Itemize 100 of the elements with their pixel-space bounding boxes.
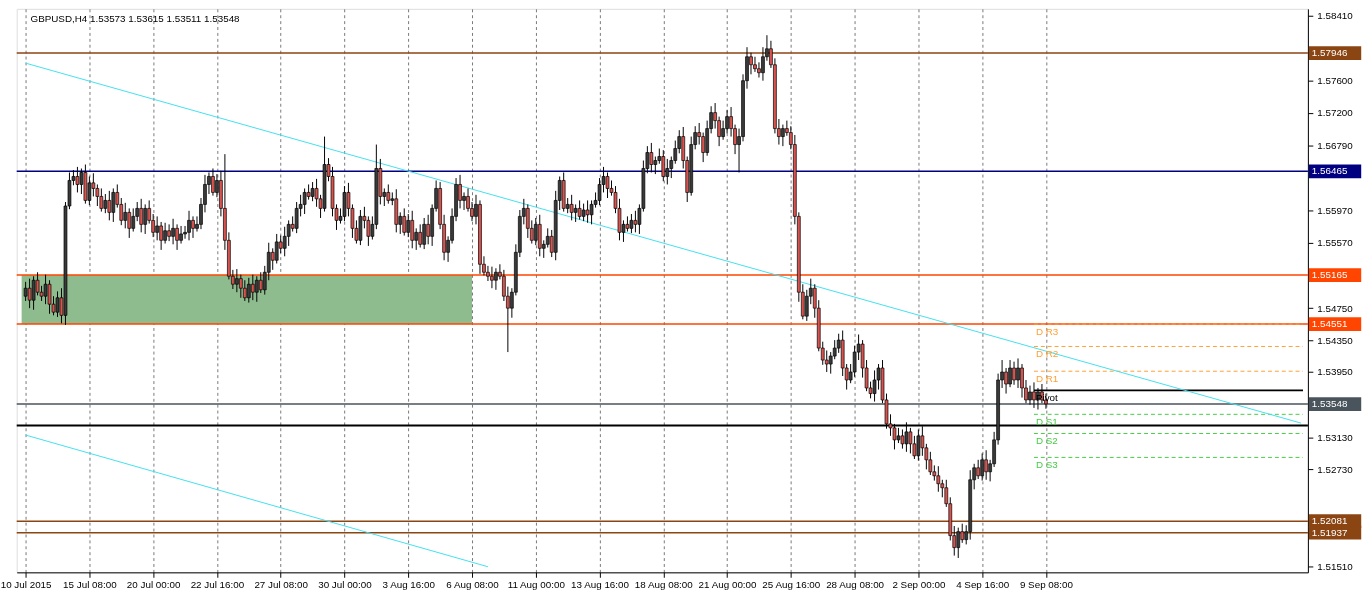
candlestick xyxy=(629,213,634,234)
y-tick-label: 1.57600 xyxy=(1317,75,1354,87)
y-tick-label: 1.55570 xyxy=(1317,237,1354,249)
candlestick xyxy=(75,166,80,193)
candlestick xyxy=(976,459,980,480)
candlestick xyxy=(781,124,785,147)
y-tick-label: 1.58410 xyxy=(1317,10,1354,22)
candlestick xyxy=(302,187,307,215)
x-tick-label: 27 Jul 08:00 xyxy=(254,578,309,590)
candlestick xyxy=(87,175,92,206)
candlestick xyxy=(258,271,263,294)
candlestick xyxy=(936,465,941,493)
y-tick-label: 1.54350 xyxy=(1317,334,1354,346)
candlestick xyxy=(410,210,415,249)
candlestick xyxy=(55,290,60,318)
y-tick-label: 1.56790 xyxy=(1317,139,1354,151)
candlestick xyxy=(175,223,179,251)
candlestick xyxy=(1028,385,1032,406)
ref-line-label: 1.51937 xyxy=(1311,526,1348,538)
candlestick xyxy=(980,452,984,482)
y-tick-label: 1.55970 xyxy=(1317,205,1354,217)
x-tick-label: 18 Aug 08:00 xyxy=(634,578,694,590)
x-tick-label: 2 Sep 00:00 xyxy=(892,578,946,590)
x-tick-label: 9 Sep 08:00 xyxy=(1019,578,1074,590)
candlestick xyxy=(163,222,167,245)
ref-line-label: D S3 xyxy=(1035,459,1059,471)
candlestick xyxy=(187,210,191,241)
y-tick-label: 1.54750 xyxy=(1317,302,1354,314)
y-tick-label: 1.52730 xyxy=(1317,463,1354,475)
x-tick-label: 21 Aug 00:00 xyxy=(698,578,758,590)
ref-line-label: D S2 xyxy=(1035,435,1058,447)
candlestick xyxy=(665,158,670,185)
candlestick xyxy=(824,349,829,373)
candlestick xyxy=(191,215,195,239)
candlestick xyxy=(274,233,279,264)
candlestick xyxy=(490,266,494,289)
ref-line-label: 1.57946 xyxy=(1311,47,1348,59)
candlestick xyxy=(342,185,347,222)
candlestick xyxy=(167,223,171,242)
candlestick xyxy=(422,217,426,250)
ref-line-label: 1.54551 xyxy=(1311,318,1348,329)
x-tick-label: 25 Aug 16:00 xyxy=(762,578,821,590)
y-tick-label: 1.57200 xyxy=(1317,107,1354,119)
candlestick xyxy=(27,278,32,309)
chart-title: GBPUSD,H4 1.53573 1.53615 1.53511 1.53548 xyxy=(30,12,241,24)
candlestick xyxy=(131,207,136,233)
candlestick xyxy=(103,193,108,214)
x-tick-label: 20 Jul 00:00 xyxy=(126,578,181,590)
candlestick xyxy=(900,428,905,450)
candlestick xyxy=(494,267,498,291)
candlestick xyxy=(250,274,255,301)
candlestick xyxy=(533,217,538,246)
candlestick xyxy=(99,187,104,213)
candlestick xyxy=(127,207,132,239)
y-tick-label: 1.51510 xyxy=(1317,561,1354,573)
candlestick xyxy=(111,187,116,223)
candlestick xyxy=(123,202,128,229)
x-tick-label: 30 Jul 00:00 xyxy=(318,578,373,590)
candlestick xyxy=(31,275,36,311)
y-tick-label: 1.53950 xyxy=(1317,366,1354,378)
ref-line-label: D R1 xyxy=(1035,373,1059,385)
ref-line-label: 1.56465 xyxy=(1311,165,1348,177)
candlestick xyxy=(916,428,921,462)
candlestick xyxy=(143,203,148,235)
candlestick xyxy=(984,449,988,481)
x-tick-label: 4 Sep 16:00 xyxy=(956,578,1010,590)
y-tick-label: 1.53130 xyxy=(1317,431,1354,443)
candlestick xyxy=(107,190,112,221)
candlestick xyxy=(211,168,215,197)
x-tick-label: 11 Aug 00:00 xyxy=(507,578,566,590)
x-tick-label: 6 Aug 08:00 xyxy=(446,578,500,590)
candlestick xyxy=(537,214,542,257)
candlestick xyxy=(171,218,175,245)
candlestick xyxy=(254,275,259,303)
candlestick xyxy=(23,281,28,302)
x-tick-label: 10 Jul 2015 xyxy=(0,578,53,590)
ref-line-label: D R3 xyxy=(1035,325,1059,337)
ref-line-label: 1.53548 xyxy=(1311,398,1348,410)
candlestick xyxy=(956,527,961,559)
x-tick-label: 22 Jul 16:00 xyxy=(190,578,245,590)
candlestick xyxy=(633,210,638,233)
candlestick xyxy=(47,279,52,315)
candlestick xyxy=(406,213,411,238)
candlestick xyxy=(139,198,144,233)
candlestick xyxy=(358,209,363,246)
x-tick-label: 13 Aug 16:00 xyxy=(571,578,630,590)
candlestick xyxy=(402,207,407,237)
x-tick-label: 15 Jul 08:00 xyxy=(63,578,118,590)
ref-line-label: 1.52081 xyxy=(1311,515,1348,527)
candlestick xyxy=(155,215,159,241)
candlestick xyxy=(286,219,291,247)
candlestick xyxy=(418,223,423,248)
x-tick-label: 3 Aug 16:00 xyxy=(382,578,436,590)
candlestick xyxy=(179,225,183,245)
ref-line-label: 1.55165 xyxy=(1311,268,1348,280)
candlestick xyxy=(246,277,251,304)
candlestick xyxy=(960,523,965,544)
candlestick xyxy=(661,149,666,182)
x-tick-label: 28 Aug 08:00 xyxy=(826,578,885,590)
candlestick xyxy=(1016,357,1020,389)
